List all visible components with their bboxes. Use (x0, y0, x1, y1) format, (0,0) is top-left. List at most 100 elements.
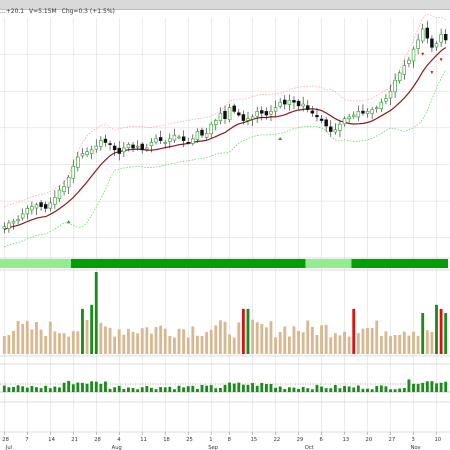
trend-indicator-bar (0, 259, 448, 268)
indicator-bar (81, 382, 84, 392)
candle (57, 185, 62, 203)
indicator-bar (48, 388, 52, 392)
volume-bar (104, 326, 107, 354)
volume-bar (108, 327, 112, 354)
candle-body (237, 112, 241, 116)
volume-bar (320, 325, 323, 354)
candle (34, 202, 39, 216)
candle (250, 114, 255, 126)
candle-body (260, 110, 264, 114)
indicator-bar (283, 388, 287, 392)
candle (140, 142, 144, 154)
candle-body (94, 145, 98, 150)
month-label: Oct (305, 445, 314, 450)
volume-bar (444, 313, 448, 354)
indicator-bar (159, 387, 163, 392)
candle (425, 20, 430, 44)
candle-body (76, 156, 80, 168)
indicator-bar (228, 382, 232, 392)
candle (149, 138, 154, 153)
volume-bar (228, 334, 232, 354)
volume-bar (76, 331, 80, 354)
candle-body (99, 140, 103, 147)
volume-bar (44, 336, 48, 354)
volume-bar (274, 337, 278, 354)
indicator-bar (246, 384, 250, 392)
signal-arrow-icon (430, 71, 434, 75)
volume-bar (7, 335, 11, 354)
candle (361, 104, 365, 116)
candle-body (269, 111, 273, 115)
indicator-bar (320, 386, 323, 392)
candle (246, 111, 250, 126)
candle (186, 137, 190, 145)
candle-body (145, 147, 149, 150)
candle-body (407, 59, 411, 64)
volume-bar (30, 329, 34, 354)
candle (324, 116, 328, 132)
candle-body (352, 114, 356, 118)
candle-body (361, 110, 365, 114)
volume-bar (99, 322, 103, 354)
volume-bar (310, 326, 314, 354)
candle (131, 141, 135, 152)
indicator-bar (195, 388, 199, 392)
candle-body (172, 134, 177, 141)
candle-body (85, 151, 89, 156)
volume-bar (435, 304, 438, 354)
month-label: Nov (411, 445, 421, 450)
signal-arrow-icon (278, 137, 283, 140)
price-bands (4, 13, 447, 248)
volume-bar (223, 321, 227, 354)
candle (48, 197, 53, 212)
candle-body (140, 143, 144, 151)
candle-body (287, 100, 292, 105)
volume-bar (21, 324, 25, 354)
indicator-bar (104, 381, 107, 392)
volume-bar (53, 331, 57, 354)
indicator-bar (209, 385, 213, 392)
date-tick-label: 27 (389, 437, 396, 443)
candle (89, 145, 94, 160)
candle (99, 136, 103, 151)
volume-bar (127, 328, 130, 354)
indicator-bar (182, 387, 186, 392)
date-tick-label: 13 (343, 437, 350, 443)
candle-body (53, 197, 57, 205)
trend-segment (0, 259, 71, 268)
month-label: Sep (208, 445, 218, 450)
volume-bar (163, 328, 167, 354)
volume-bar (150, 333, 153, 354)
candle-body (126, 144, 131, 149)
volume-bar (195, 335, 199, 354)
volume-bar (402, 331, 406, 354)
signal-arrow-icon (66, 220, 71, 224)
candle-body (324, 119, 328, 127)
volume-bar (205, 332, 209, 354)
indicator-bar (108, 388, 112, 392)
candle-body (122, 147, 126, 153)
volume-bar (58, 333, 61, 354)
candle (181, 130, 186, 148)
candle-body (30, 206, 34, 211)
candle (163, 139, 167, 149)
volume-histogram (2, 272, 448, 354)
date-tick-label: 21 (71, 437, 78, 443)
candle-body (347, 116, 351, 120)
candle-body (214, 120, 218, 125)
candle (402, 59, 407, 80)
volume-bar (94, 272, 98, 354)
volume-bar (48, 321, 52, 354)
indicator-bar (287, 387, 291, 392)
candle (443, 29, 448, 44)
candle (209, 121, 213, 139)
change-text: Chg=0.3 (+1.5%) (61, 8, 115, 15)
candle (145, 143, 149, 152)
indicator-bar (343, 386, 346, 392)
candle-body (7, 222, 11, 229)
candle (420, 23, 425, 44)
date-tick-label: 3 (412, 437, 415, 443)
candle (94, 139, 98, 153)
candle (76, 151, 80, 172)
